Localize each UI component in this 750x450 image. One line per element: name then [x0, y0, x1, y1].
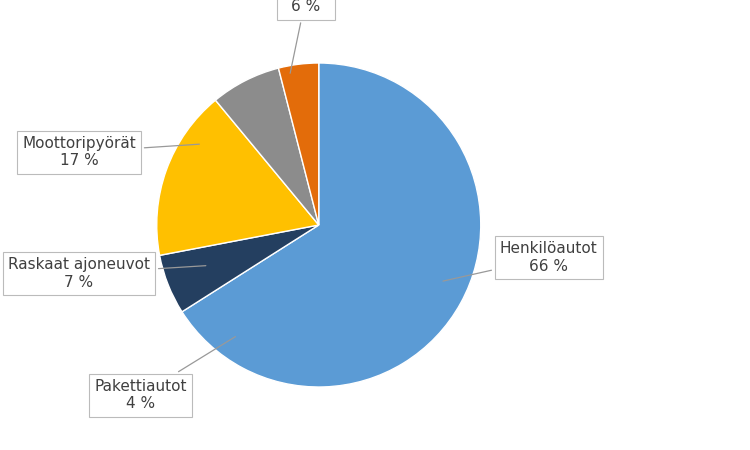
Text: Raskaat ajoneuvot
7 %: Raskaat ajoneuvot 7 % [8, 257, 206, 290]
Wedge shape [278, 63, 319, 225]
Wedge shape [160, 225, 319, 312]
Wedge shape [157, 100, 319, 255]
Wedge shape [215, 68, 319, 225]
Wedge shape [182, 63, 481, 387]
Text: Mopot
6 %: Mopot 6 % [282, 0, 329, 73]
Text: Moottoripyörät
17 %: Moottoripyörät 17 % [22, 136, 200, 168]
Text: Henkilöautot
66 %: Henkilöautot 66 % [443, 241, 598, 281]
Text: Pakettiautot
4 %: Pakettiautot 4 % [94, 337, 236, 411]
